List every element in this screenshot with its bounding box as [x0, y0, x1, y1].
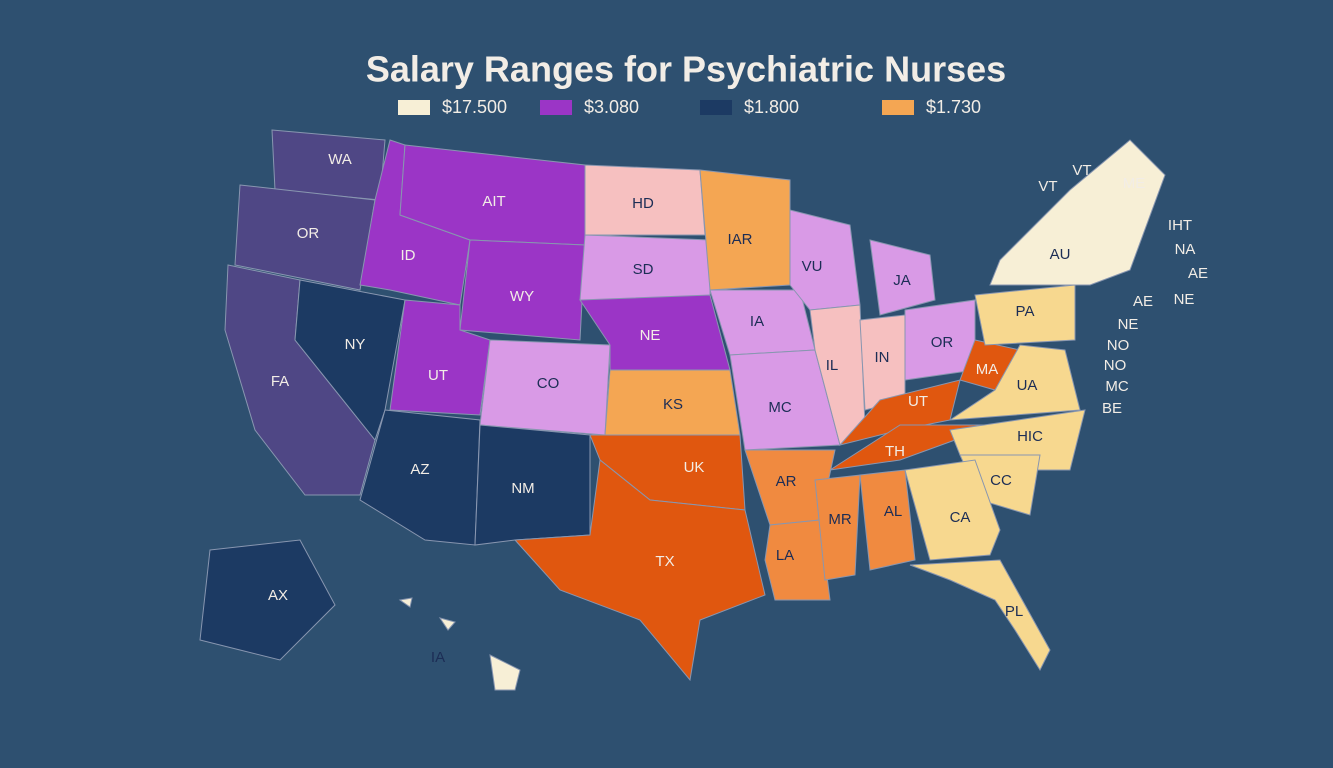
region-label: AU [1050, 246, 1071, 263]
region [859, 469, 916, 571]
region [234, 184, 376, 291]
region-label: IN [875, 349, 890, 366]
legend-label: $1.800 [744, 97, 799, 117]
region-label: AX [268, 587, 288, 604]
region [438, 617, 456, 631]
outside-label: MC [1105, 378, 1128, 395]
legend-swatch [882, 100, 914, 115]
region [764, 519, 831, 601]
region-label: UT [428, 367, 448, 384]
region-label: WY [510, 288, 534, 305]
region [489, 654, 521, 691]
outside-label: BE [1102, 400, 1122, 417]
region-label: PA [1016, 303, 1035, 320]
region [814, 474, 861, 581]
region-label: AZ [410, 461, 429, 478]
region [948, 344, 1081, 421]
region [294, 279, 406, 442]
region-label: IA [431, 649, 445, 666]
region-label: AL [884, 503, 902, 520]
region-label: KS [663, 396, 683, 413]
outside-label: ME [1123, 175, 1146, 192]
region-label: UA [1017, 377, 1038, 394]
title: Salary Ranges for Psychiatric Nurses [366, 49, 1006, 90]
region [513, 459, 766, 682]
outside-label: NE [1174, 291, 1195, 308]
legend-label: $3.080 [584, 97, 639, 117]
region-label: MR [828, 511, 851, 528]
region-label: AIT [482, 193, 505, 210]
region [359, 409, 481, 546]
region-label: OR [297, 225, 320, 242]
region-label: CA [950, 509, 971, 526]
legend-swatch [700, 100, 732, 115]
region-label: NM [511, 480, 534, 497]
outside-label: AE [1188, 265, 1208, 282]
region-label: UT [908, 393, 928, 410]
region-label: VU [802, 258, 823, 275]
region-label: PL [1005, 603, 1023, 620]
outside-label: VT [1072, 162, 1091, 179]
region-label: IA [750, 313, 764, 330]
region-label: NE [640, 327, 661, 344]
region-label: AR [776, 473, 797, 490]
region-label: HIC [1017, 428, 1043, 445]
outside-label: IHT [1168, 217, 1192, 234]
region [909, 559, 1051, 672]
legend-swatch [398, 100, 430, 115]
region-label: MA [976, 361, 999, 378]
legend-label: $17.500 [442, 97, 507, 117]
region-label: IL [826, 357, 839, 374]
outside-label: NE [1118, 316, 1139, 333]
outside-label: NO [1104, 357, 1127, 374]
region-label: TX [655, 553, 674, 570]
region-label: IAR [727, 231, 752, 248]
region-label: OR [931, 334, 954, 351]
region [459, 239, 586, 341]
region-label: ID [401, 247, 416, 264]
region-label: WA [328, 151, 352, 168]
region [904, 459, 1001, 561]
outside-label: VT [1038, 178, 1057, 195]
region-label: CO [537, 375, 560, 392]
region [974, 284, 1076, 346]
outside-label: NO [1107, 337, 1130, 354]
region-label: TH [885, 443, 905, 460]
legend-label: $1.730 [926, 97, 981, 117]
region-label: HD [632, 195, 654, 212]
region [869, 239, 936, 316]
legend-swatch [540, 100, 572, 115]
region-label: CC [990, 472, 1012, 489]
outside-label: NA [1175, 241, 1196, 258]
region-label: NY [345, 336, 366, 353]
region-label: SD [633, 261, 654, 278]
region [989, 139, 1166, 286]
outside-label: AE [1133, 293, 1153, 310]
region-label: UK [684, 459, 705, 476]
region [789, 209, 861, 311]
region-label: FA [271, 373, 289, 390]
region-label: LA [776, 547, 794, 564]
region [199, 539, 336, 661]
region-label: JA [893, 272, 911, 289]
region [398, 597, 413, 608]
region-label: MC [768, 399, 791, 416]
